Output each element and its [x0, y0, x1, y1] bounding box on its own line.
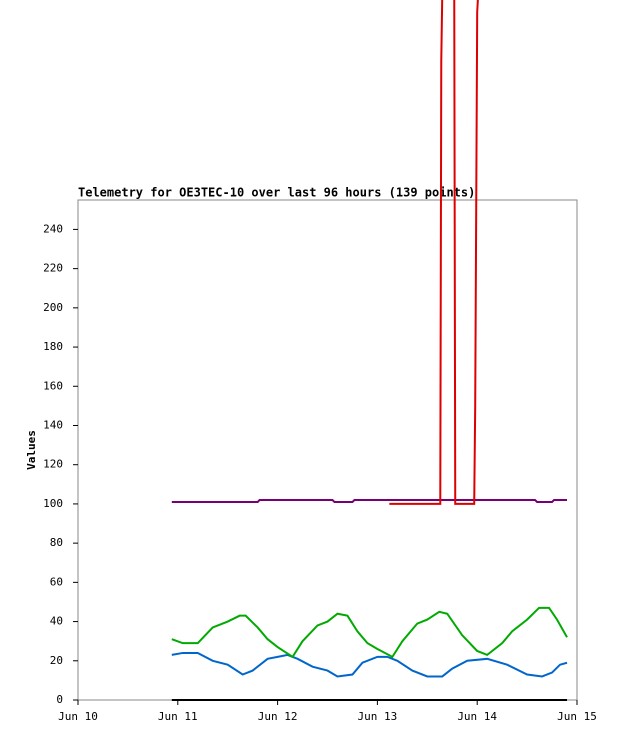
- y-tick-label: 20: [50, 654, 63, 667]
- y-tick-label: 180: [43, 340, 63, 353]
- series-line: [389, 0, 479, 505]
- y-tick-label: 40: [50, 615, 63, 628]
- x-tick-label: Jun 10: [58, 710, 98, 723]
- y-tick-label: 140: [43, 418, 63, 431]
- x-tick-label: Jun 13: [358, 710, 398, 723]
- x-tick-label: Jun 11: [158, 710, 198, 723]
- series-line: [171, 499, 568, 503]
- y-tick-label: 100: [43, 497, 63, 510]
- y-tick-label: 80: [50, 536, 63, 549]
- y-tick-label: 220: [43, 262, 63, 275]
- y-tick-label: 0: [56, 693, 63, 706]
- plot-frame: [77, 199, 578, 701]
- series-line: [171, 606, 568, 659]
- y-tick-label: 200: [43, 301, 63, 314]
- chart-title: Telemetry for OE3TEC-10 over last 96 hou…: [78, 186, 475, 200]
- x-tick-label: Jun 14: [457, 710, 497, 723]
- y-tick-label: 60: [50, 575, 63, 588]
- y-tick-label: 240: [43, 222, 63, 235]
- y-axis-label: Values: [25, 430, 38, 470]
- y-tick-label: 120: [43, 458, 63, 471]
- x-tick-label: Jun 12: [258, 710, 298, 723]
- y-tick-label: 160: [43, 379, 63, 392]
- series-line: [171, 651, 568, 678]
- x-tick-label: Jun 15: [557, 710, 597, 723]
